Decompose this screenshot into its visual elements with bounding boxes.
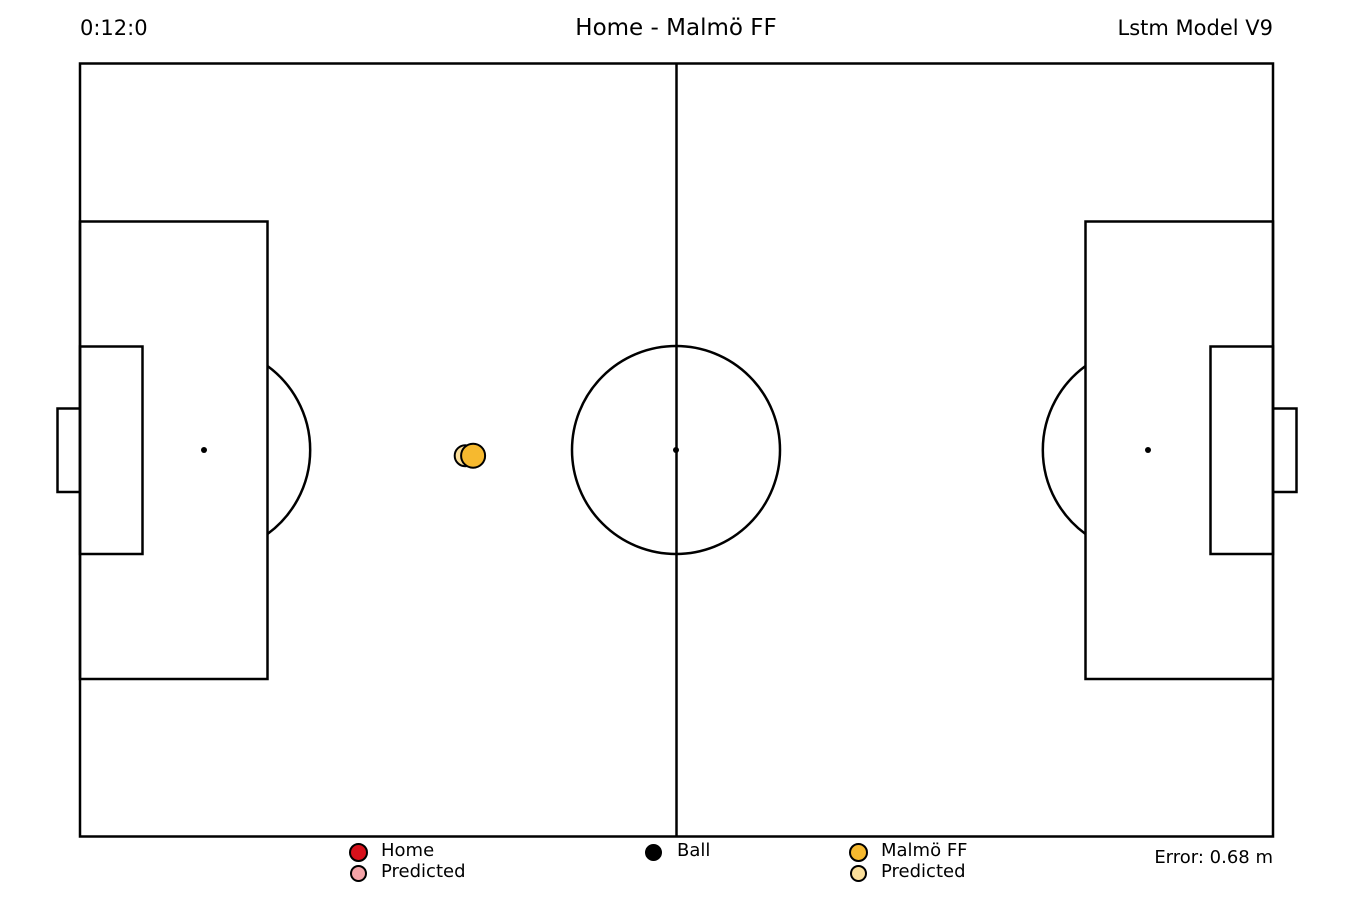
legend-away-predicted-marker <box>850 865 867 882</box>
legend-away-label: Malmö FF <box>881 840 968 862</box>
legend-ball-label: Ball <box>677 840 710 862</box>
legend-away-marker <box>849 843 868 862</box>
right-penalty-area <box>1086 222 1274 680</box>
legend-home-predicted-label: Predicted <box>381 861 466 883</box>
legend-home-label: Home <box>381 840 434 862</box>
players-layer <box>455 444 485 468</box>
left-goal <box>58 409 81 493</box>
away-player-actual <box>461 444 485 468</box>
left-penalty-arc <box>268 366 311 534</box>
right-penalty-spot <box>1145 447 1151 453</box>
legend-ball-marker <box>645 844 662 861</box>
left-penalty-spot <box>201 447 207 453</box>
legend-home-marker <box>349 843 368 862</box>
right-goal-area <box>1211 347 1274 555</box>
left-penalty-area <box>80 222 268 680</box>
right-penalty-arc <box>1043 366 1086 534</box>
legend-away-predicted-label: Predicted <box>881 861 966 883</box>
left-goal-area <box>80 347 143 555</box>
right-goal <box>1273 409 1297 493</box>
center-spot <box>673 447 679 453</box>
legend-home-predicted-marker <box>350 865 367 882</box>
error-readout: Error: 0.68 m <box>1154 847 1273 869</box>
